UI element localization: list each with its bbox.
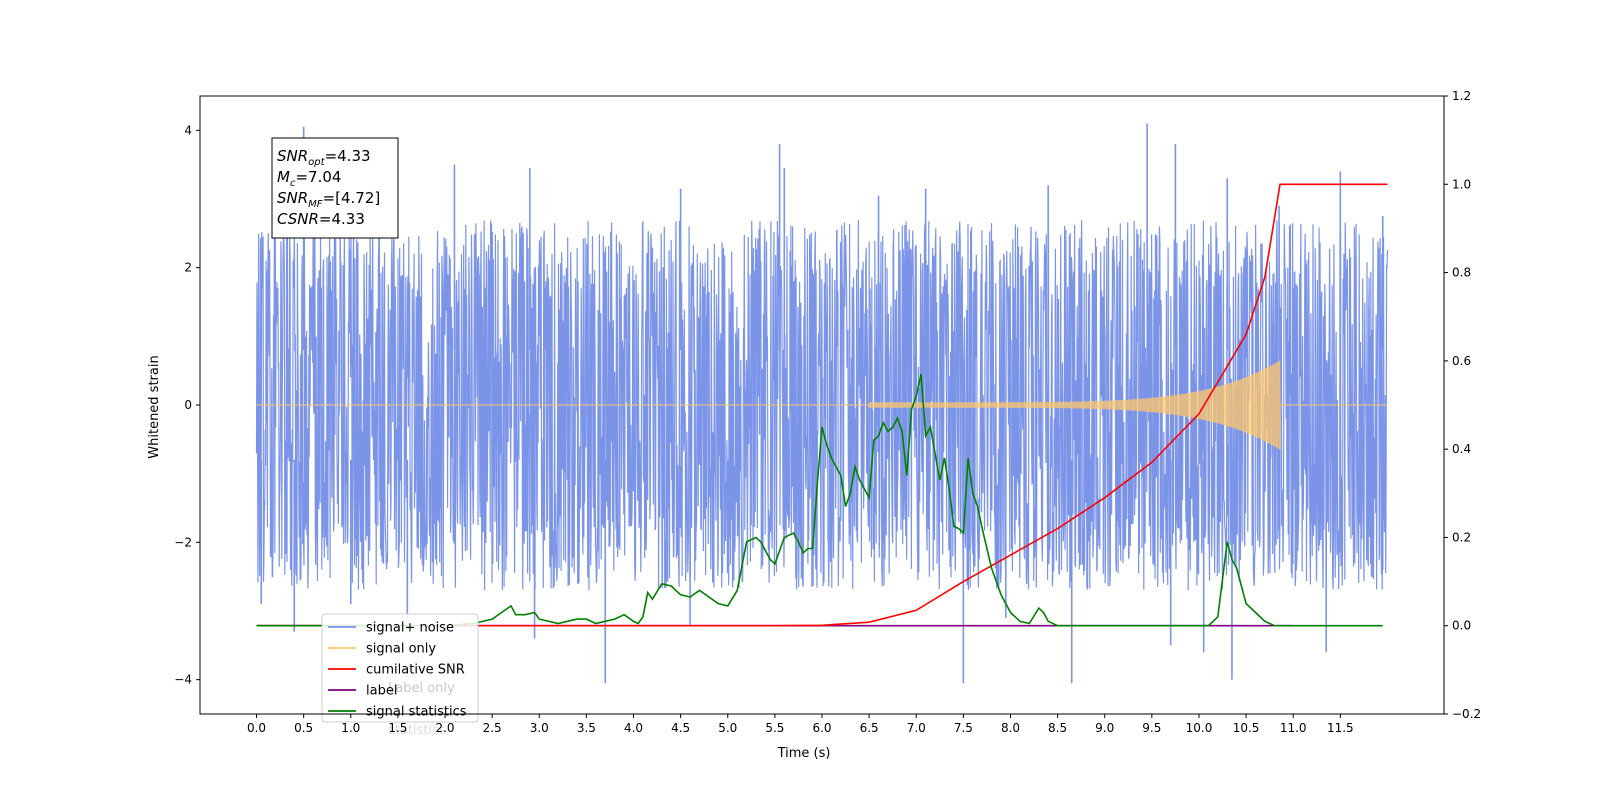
y-tick-label-left: 2 xyxy=(184,261,192,275)
legend-label: signal statistics xyxy=(366,705,467,720)
annotation-line: CSNR=4.33 xyxy=(277,210,365,228)
series-signal-statistics xyxy=(256,373,1383,627)
axes-frame: 0.0 0.5 1.0 1.5 2.0 2.5 3.0 3.5 4.0 4.5 5.0 5.5 6.0 6… xyxy=(174,89,1481,735)
y-tick-label-right: 1.0 xyxy=(1452,177,1471,191)
y-tick-label-right: 0.2 xyxy=(1452,530,1471,544)
x-tick-label: 3.5 xyxy=(577,721,596,735)
x-tick-label: 10.0 xyxy=(1186,721,1213,735)
series-cumulative-snr xyxy=(256,183,1388,627)
x-tick-label: 6.0 xyxy=(812,721,831,735)
legend-ghost-text: Label only xyxy=(388,681,455,696)
y-tick-label-right: 0.0 xyxy=(1452,619,1471,633)
legend-label: signal only xyxy=(366,642,436,657)
x-tick-label: 10.5 xyxy=(1233,721,1260,735)
x-tick-label: 2.0 xyxy=(435,721,454,735)
y-tick-label-left: −4 xyxy=(174,673,192,687)
x-tick-label: 5.0 xyxy=(718,721,737,735)
series-layer xyxy=(255,123,1389,684)
x-tick-label: 11.5 xyxy=(1327,721,1354,735)
x-tick-label: 3.0 xyxy=(530,721,549,735)
x-axis-label: Time (s) xyxy=(777,746,831,761)
x-tick-label: 2.5 xyxy=(483,721,502,735)
x-tick-label: 9.0 xyxy=(1095,721,1114,735)
x-tick-label: 0.5 xyxy=(294,721,313,735)
x-tick-label: 5.5 xyxy=(765,721,784,735)
x-tick-label: 9.5 xyxy=(1142,721,1161,735)
series-signal-noise xyxy=(255,219,1389,591)
y-tick-label-left: −2 xyxy=(174,535,192,549)
annotation-line: SNRopt=4.33 xyxy=(277,147,371,168)
x-tick-label: 1.0 xyxy=(341,721,360,735)
x-tick-label: 6.5 xyxy=(860,721,879,735)
legend: Label only statistics signal+ noise signal … xyxy=(321,613,479,738)
legend-label: signal+ noise xyxy=(366,621,454,636)
x-tick-label: 7.5 xyxy=(954,721,973,735)
y-tick-label-right: 0.8 xyxy=(1452,266,1471,280)
x-tick-label: 4.0 xyxy=(624,721,643,735)
x-tick-label: 1.5 xyxy=(388,721,407,735)
annotation-line: Mc=7.04 xyxy=(277,168,341,189)
x-tick-label: 8.0 xyxy=(1001,721,1020,735)
y-tick-label-right: 0.4 xyxy=(1452,442,1471,456)
x-tick-label: 7.0 xyxy=(907,721,926,735)
x-tick-label: 11.0 xyxy=(1280,721,1307,735)
y-tick-label-left: 0 xyxy=(184,398,192,412)
y-tick-label-left: 4 xyxy=(184,123,192,137)
x-tick-label: 0.0 xyxy=(247,721,266,735)
y-tick-label-right: 1.2 xyxy=(1452,89,1471,103)
x-tick-label: 8.5 xyxy=(1048,721,1067,735)
legend-frame xyxy=(321,613,479,723)
legend-label: label xyxy=(366,684,397,699)
y-axis-label: Whitened strain xyxy=(147,355,162,458)
y-tick-label-right: 0.6 xyxy=(1452,354,1471,368)
annotation-frame xyxy=(271,137,399,239)
y-tick-label-right: −0.2 xyxy=(1452,707,1481,721)
x-tick-label: 4.5 xyxy=(671,721,690,735)
series-signal-only xyxy=(256,360,1388,450)
legend-label: cumilative SNR xyxy=(366,663,465,678)
annotation-line: SNRMF=[4.72] xyxy=(277,189,380,210)
legend-ghost-text: statistics xyxy=(388,723,446,738)
